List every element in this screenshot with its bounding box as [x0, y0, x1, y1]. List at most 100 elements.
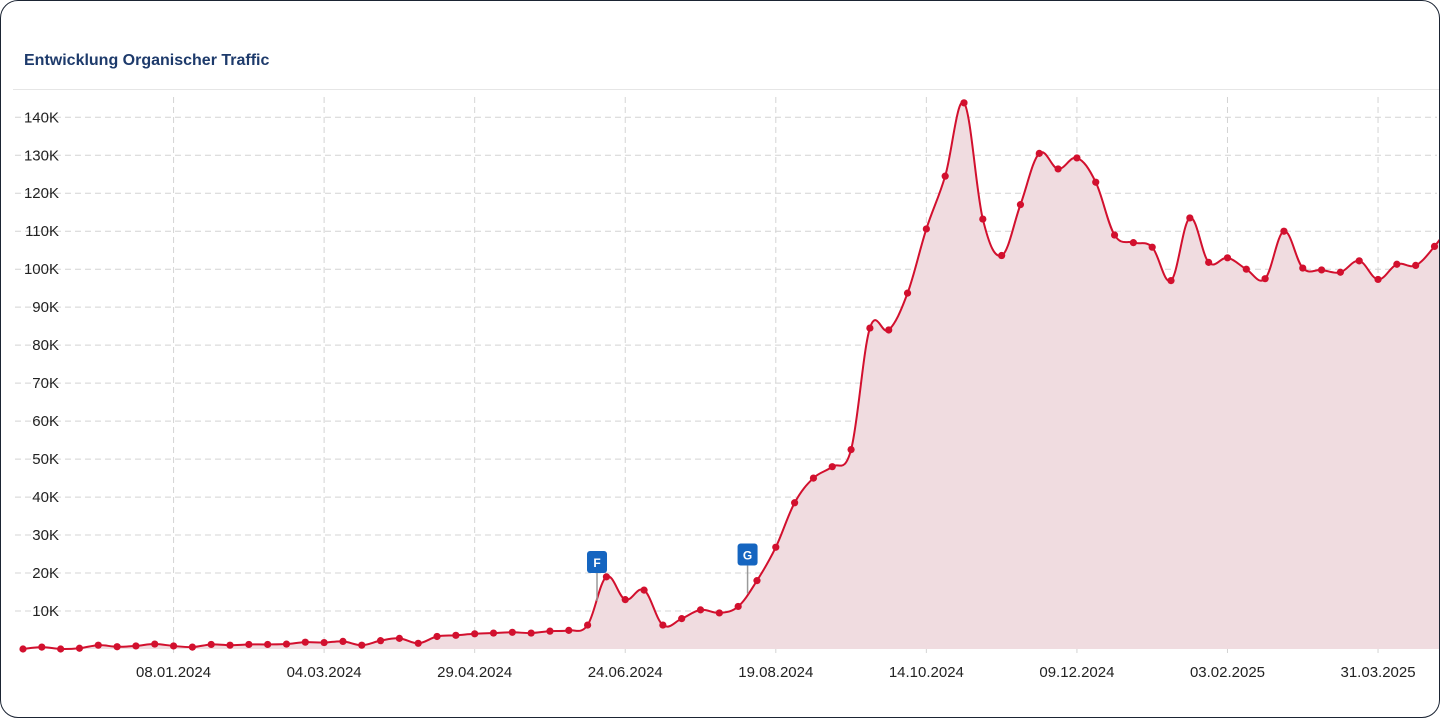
y-tick-label: 10K	[32, 603, 59, 620]
x-tick-label: 08.01.2024	[136, 664, 211, 681]
data-point	[866, 324, 874, 332]
data-point	[1299, 264, 1307, 272]
update-marker-g	[737, 543, 758, 566]
data-point	[1073, 154, 1081, 162]
data-point	[903, 289, 912, 297]
data-point	[471, 630, 479, 638]
data-point	[1393, 260, 1401, 268]
data-point	[1186, 214, 1194, 222]
points-layer	[19, 99, 1439, 653]
update-marker-label: F	[593, 556, 600, 570]
data-point	[264, 640, 272, 649]
data-point	[659, 621, 667, 629]
data-point	[414, 639, 422, 647]
x-tick-label: 14.10.2024	[889, 664, 964, 681]
x-tick-label: 29.04.2024	[437, 664, 512, 681]
data-point	[922, 225, 930, 233]
data-point	[1167, 276, 1175, 285]
y-tick-label: 20K	[32, 565, 59, 582]
x-axis: 08.01.2024 04.03.2024 29.04.2024 24.06.2024…	[136, 664, 1416, 681]
traffic-area	[23, 102, 1439, 650]
y-tick-label: 130K	[24, 147, 59, 164]
data-point	[1412, 261, 1420, 270]
data-point	[640, 586, 648, 594]
data-point	[57, 645, 65, 653]
data-point	[19, 645, 27, 653]
data-point	[452, 631, 460, 639]
data-point	[1129, 239, 1137, 247]
data-point	[226, 641, 234, 649]
title-divider	[13, 89, 1439, 90]
data-point	[245, 640, 253, 649]
data-point	[885, 326, 893, 334]
y-tick-label: 40K	[32, 489, 59, 506]
data-point	[188, 643, 196, 651]
x-tick-label: 24.06.2024	[588, 664, 663, 681]
data-point	[960, 99, 968, 107]
x-tick-label: 09.12.2024	[1039, 664, 1114, 681]
y-tick-label: 50K	[32, 451, 59, 468]
y-tick-label: 90K	[32, 299, 59, 316]
data-point	[169, 642, 178, 650]
y-tick-label: 80K	[32, 337, 59, 354]
x-tick-label: 04.03.2024	[287, 664, 362, 681]
data-point	[207, 640, 215, 649]
data-point	[1205, 258, 1213, 266]
data-point	[584, 621, 592, 629]
data-point	[546, 627, 554, 635]
data-point	[1430, 242, 1439, 251]
data-point	[282, 640, 291, 648]
data-point	[1261, 275, 1269, 283]
data-point	[715, 609, 723, 617]
x-tick-label: 19.08.2024	[738, 664, 813, 681]
data-point	[941, 172, 949, 180]
data-point	[113, 643, 121, 651]
data-point	[508, 628, 516, 636]
update-marker-label: G	[743, 549, 752, 563]
y-tick-label: 140K	[24, 109, 59, 126]
data-point	[696, 606, 705, 614]
data-point	[339, 637, 347, 646]
data-point	[621, 596, 629, 604]
markers-layer: FG	[587, 543, 758, 601]
data-point	[791, 499, 799, 507]
data-point	[38, 643, 46, 651]
data-point	[772, 543, 780, 551]
y-tick-label: 110K	[25, 223, 59, 240]
data-point	[75, 644, 84, 652]
y-tick-label: 100K	[24, 261, 59, 278]
data-point	[753, 577, 761, 585]
data-point	[565, 626, 573, 634]
data-point	[94, 641, 102, 649]
data-point	[1092, 178, 1100, 186]
data-point	[1035, 149, 1043, 157]
data-point	[979, 215, 987, 223]
data-point	[1374, 275, 1382, 284]
data-point	[1016, 201, 1025, 209]
data-point	[1054, 165, 1062, 173]
data-point	[809, 474, 818, 482]
data-point	[433, 632, 441, 641]
data-point	[1223, 254, 1232, 262]
data-point	[395, 634, 403, 642]
data-point	[527, 629, 535, 637]
x-tick-label: 31.03.2025	[1341, 664, 1416, 681]
y-tick-label: 30K	[32, 527, 59, 544]
data-point	[1148, 243, 1156, 251]
data-point	[489, 629, 498, 637]
data-point	[678, 615, 686, 623]
data-point	[847, 446, 855, 454]
data-point	[1336, 268, 1344, 276]
data-point	[1317, 266, 1326, 274]
data-point	[376, 637, 385, 645]
data-point	[358, 641, 366, 649]
data-point	[1280, 227, 1288, 235]
data-point	[1355, 257, 1363, 265]
y-tick-label: 120K	[24, 185, 59, 202]
data-point	[734, 602, 742, 611]
y-tick-label: 60K	[32, 413, 59, 430]
update-marker-f	[587, 550, 608, 573]
data-point	[132, 642, 140, 650]
x-tick-label: 03.02.2025	[1190, 664, 1265, 681]
